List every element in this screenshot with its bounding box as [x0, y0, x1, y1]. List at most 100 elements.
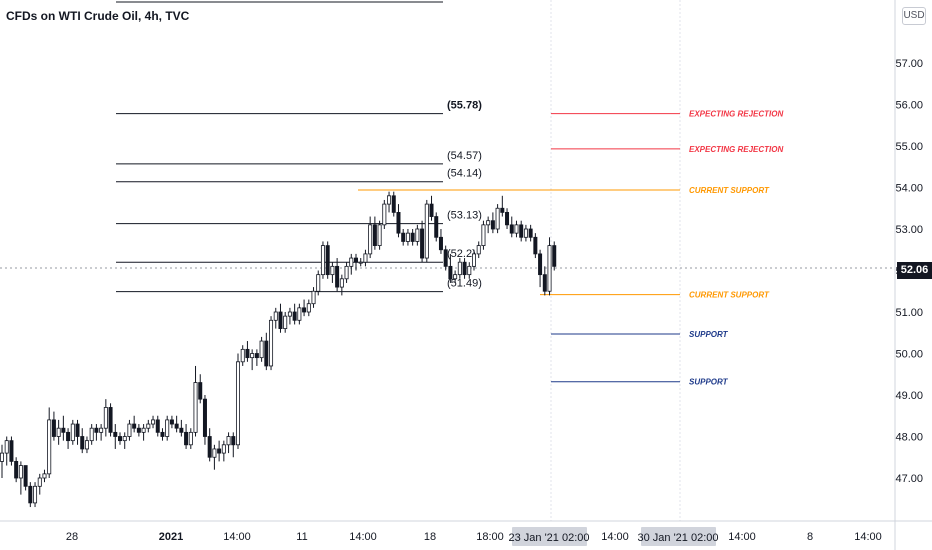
level-annotation: CURRENT SUPPORT: [689, 186, 770, 195]
candle-body: [51, 419, 56, 437]
candle-body: [448, 265, 453, 280]
candle-body: [523, 228, 528, 238]
candle-body: [202, 398, 207, 437]
candle-body: [349, 257, 354, 267]
price-tick-label: 53.00: [895, 224, 923, 236]
candle-body: [438, 236, 443, 251]
candle-body: [14, 460, 19, 479]
candle-body: [250, 353, 255, 359]
candle-body: [330, 265, 335, 276]
candle-body: [552, 245, 557, 267]
candle-body: [528, 228, 533, 238]
candle-body: [179, 427, 184, 433]
currency-button[interactable]: USD: [902, 7, 926, 25]
candle-body: [146, 423, 151, 429]
candle-body: [495, 207, 500, 230]
candle-body: [410, 232, 415, 242]
fib-label: (51.49): [447, 278, 482, 290]
candle-body: [325, 245, 330, 276]
candle-body: [542, 274, 547, 292]
candle-body: [287, 311, 292, 317]
price-tick-label: 56.00: [895, 100, 923, 112]
level-annotation: EXPECTING REJECTION: [689, 110, 783, 119]
level-annotation: SUPPORT: [689, 330, 729, 339]
time-tick-label: 14:00: [728, 531, 756, 543]
candle-body: [434, 216, 439, 238]
candle-body: [80, 436, 85, 450]
candle-body: [151, 419, 156, 425]
candle-body: [231, 436, 236, 446]
candle-body: [23, 465, 28, 487]
candle-body: [165, 419, 170, 437]
candle-body: [320, 245, 325, 276]
candle-body: [212, 448, 217, 458]
candle-body: [118, 436, 123, 442]
candle-body: [368, 224, 373, 255]
time-cursor-box: [512, 527, 587, 546]
price-tick-label: 55.00: [895, 141, 923, 153]
candle-body: [245, 348, 250, 359]
fib-label: (52.2): [447, 248, 476, 260]
last-price-tag: 52.06: [897, 262, 932, 279]
candle-body: [297, 307, 302, 321]
candle-body: [547, 245, 552, 292]
candle-body: [188, 431, 193, 446]
candle-body: [99, 427, 104, 433]
candle-body: [387, 195, 392, 205]
candle-body: [18, 465, 23, 479]
candle-body: [481, 224, 486, 247]
time-tick-label: 8: [807, 531, 813, 543]
time-cursor-label: 30 Jan '21 02:00: [637, 532, 718, 544]
candle-body: [226, 436, 231, 446]
price-tick-label: 50.00: [895, 349, 923, 361]
candle-body: [453, 274, 458, 280]
candle-body: [84, 440, 89, 450]
fib-label: (54.14): [447, 168, 482, 180]
candle-body: [391, 195, 396, 213]
time-tick-label: 14:00: [349, 531, 377, 543]
time-cursor-label: 23 Jan '21 02:00: [508, 532, 589, 544]
price-tick-label: 47.00: [895, 473, 923, 485]
candle-body: [316, 274, 321, 292]
candle-body: [174, 423, 179, 429]
candle-body: [198, 382, 203, 400]
support-resistance-levels: [358, 113, 680, 383]
candle-body: [462, 261, 467, 276]
candle-body: [486, 220, 491, 226]
candle-body: [33, 485, 38, 504]
candle-body: [292, 311, 297, 321]
candle-body: [363, 253, 368, 263]
candle-body: [457, 261, 462, 276]
time-tick-label: 18:00: [476, 531, 504, 543]
fib-label: (55.78): [447, 100, 482, 112]
candle-body: [372, 224, 377, 247]
candle-body: [424, 203, 429, 259]
candle-body: [514, 224, 519, 234]
candle-body: [94, 427, 99, 433]
candle-body: [264, 340, 269, 367]
candle-body: [221, 444, 226, 454]
price-tick-label: 57.00: [895, 58, 923, 70]
candle-body: [28, 485, 33, 504]
candle-body: [538, 253, 543, 276]
candle-body: [42, 473, 47, 479]
candle-body: [0, 452, 4, 462]
level-annotation: CURRENT SUPPORT: [689, 291, 770, 300]
fib-levels: (55.78) (54.57) (54.14) (53.13) (52.2) (51.49…: [116, 1, 482, 293]
candle-body: [155, 419, 160, 433]
candle-body: [283, 315, 288, 329]
candle-body: [443, 249, 448, 267]
time-tick-label: 14:00: [854, 531, 882, 543]
candle-body: [136, 427, 141, 433]
candle-body: [108, 407, 113, 433]
candle-body: [335, 265, 340, 288]
time-tick-label: 11: [296, 531, 307, 543]
candle-body: [47, 419, 52, 475]
candle-body: [61, 427, 66, 433]
candle-body: [306, 303, 311, 313]
candle-body: [339, 278, 344, 288]
candle-body: [396, 211, 401, 234]
candle-body: [70, 423, 75, 442]
candles: [0, 191, 557, 508]
